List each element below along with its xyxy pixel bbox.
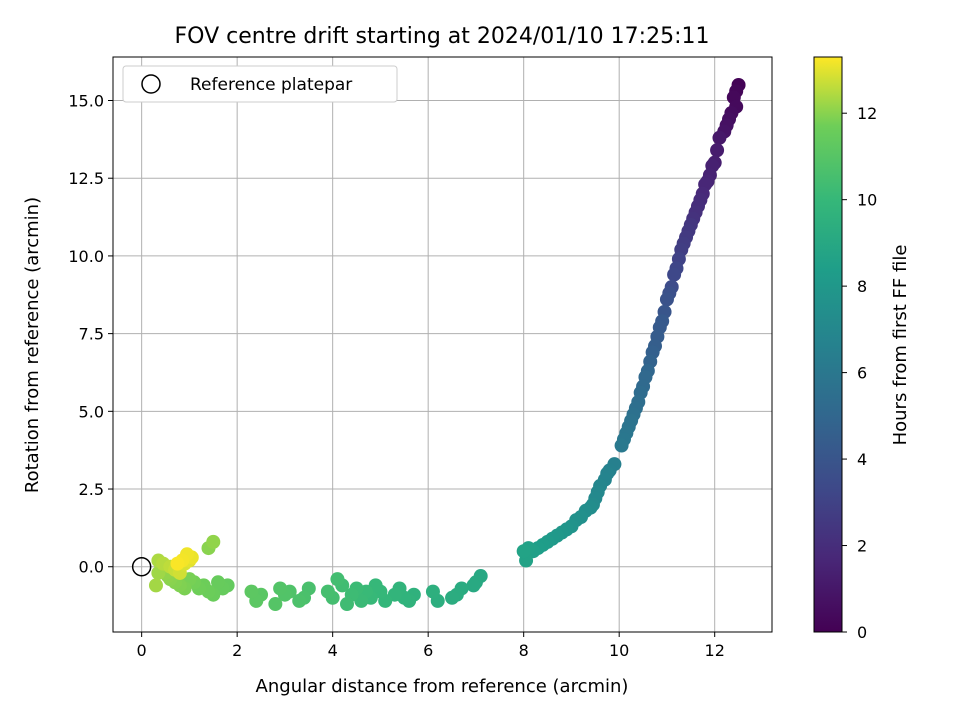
colorbar-tick-label: 8 xyxy=(857,277,867,296)
data-point xyxy=(659,292,674,307)
data-point xyxy=(268,597,283,612)
data-point xyxy=(667,267,682,282)
colorbar-tick-label: 4 xyxy=(857,450,867,469)
plot-area: 0 2 4 6 8 10 12 0.0 2.5 5.0 7.5 10.0 12.5 15.0 xyxy=(68,56,773,660)
data-point xyxy=(339,597,354,612)
legend-box xyxy=(122,65,398,103)
x-tick-label: 12 xyxy=(705,641,725,660)
x-tick-label: 6 xyxy=(423,641,433,660)
colorbar-tick-label: 10 xyxy=(857,191,877,210)
data-point xyxy=(211,575,226,590)
y-tick-label: 5.0 xyxy=(79,402,104,421)
y-tick-label: 7.5 xyxy=(79,325,104,344)
plot-frame xyxy=(112,56,773,633)
x-axis-label: Angular distance from reference (arcmin) xyxy=(256,676,629,697)
data-point xyxy=(148,578,163,593)
colorbar-tick-label: 0 xyxy=(857,623,867,642)
colorbar-ticks: 0 2 4 6 8 10 12 xyxy=(842,104,877,642)
data-point xyxy=(710,143,725,158)
data-point xyxy=(206,534,221,549)
x-tick-label: 8 xyxy=(519,641,529,660)
data-point xyxy=(244,584,259,599)
colorbar-label: Hours from first FF file xyxy=(890,245,911,446)
x-tick-label: 10 xyxy=(609,641,629,660)
chart-title: FOV centre drift starting at 2024/01/10 … xyxy=(175,24,710,49)
colorbar-tick-label: 2 xyxy=(857,537,867,556)
data-point xyxy=(445,590,460,605)
data-points xyxy=(148,77,746,612)
x-axis: 0 2 4 6 8 10 12 xyxy=(137,632,725,660)
y-axis: 0.0 2.5 5.0 7.5 10.0 12.5 15.0 xyxy=(68,92,113,577)
colorbar-tick-label: 6 xyxy=(857,364,867,383)
colorbar-tick-label: 12 xyxy=(857,104,877,123)
reference-platepar-marker xyxy=(131,556,152,577)
y-tick-label: 10.0 xyxy=(68,247,104,266)
data-point xyxy=(516,544,531,559)
data-point xyxy=(273,581,288,596)
data-point xyxy=(320,584,335,599)
colorbar-gradient xyxy=(813,56,843,633)
data-point xyxy=(330,572,345,587)
y-axis-label: Rotation from reference (arcmin) xyxy=(22,197,43,493)
colorbar: 0 2 4 6 8 10 12 Hours from first FF file xyxy=(813,56,911,642)
plot-background xyxy=(113,57,772,632)
legend: Reference platepar xyxy=(122,65,398,103)
data-point xyxy=(170,556,185,571)
y-tick-label: 2.5 xyxy=(79,480,104,499)
data-point xyxy=(425,584,440,599)
data-point xyxy=(292,593,307,608)
data-point xyxy=(466,578,481,593)
y-tick-label: 15.0 xyxy=(68,92,104,111)
legend-reference-marker xyxy=(141,74,161,94)
data-point xyxy=(614,438,629,453)
data-point xyxy=(712,130,727,145)
y-tick-label: 12.5 xyxy=(68,169,104,188)
legend-reference-label: Reference platepar xyxy=(190,75,352,95)
x-tick-label: 2 xyxy=(232,641,242,660)
x-tick-label: 4 xyxy=(328,641,338,660)
y-tick-label: 0.0 xyxy=(79,558,104,577)
x-tick-label: 0 xyxy=(137,641,147,660)
